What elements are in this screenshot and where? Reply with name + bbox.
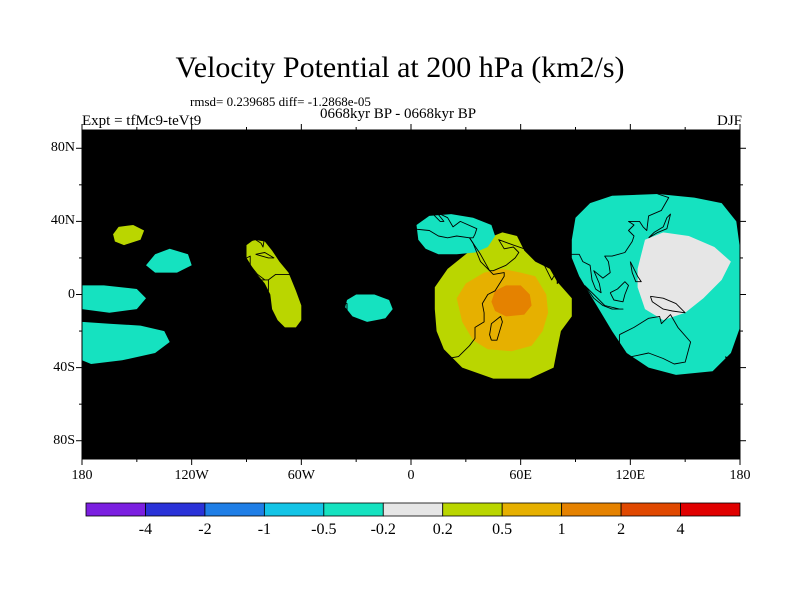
map-title: Velocity Potential at 200 hPa (km2/s) [175,51,625,84]
colorbar-label: 2 [617,521,626,538]
x-tick-label: 120E [615,468,646,483]
colorbar-label: -0.5 [311,521,337,538]
coast-new-guinea [649,295,686,314]
coast-philippines [629,261,642,283]
coast-australia [618,314,692,365]
colorbar-label: 0.2 [432,521,453,538]
colorbar-swatch [620,502,681,517]
y-tick-label: 80S [53,432,75,448]
colorbar-swatch [85,502,146,517]
x-tick-label: 180 [71,468,93,483]
colorbar-label: -0.2 [370,521,396,538]
season-label: DJF [716,113,742,129]
contour-positive-pacific [113,225,145,246]
contour-negative-equatorial-pacific [82,285,146,313]
coast-sri-lanka [556,277,560,284]
stats-line: rmsd= 0.239685 diff= -1.2868e-05 [190,94,371,109]
colorbar-label: -2 [198,521,212,538]
colorbar-swatch [680,502,741,517]
contour-negative-east-pacific [146,248,192,273]
colorbar-swatch [501,502,563,517]
colorbar-swatch [382,502,444,517]
coast-borneo [609,281,629,303]
contour-positive-americas [246,239,302,328]
coast-south-america [262,273,348,394]
coast-british-isles [399,188,414,204]
coast-japan [648,213,671,239]
x-tick-label: 60W [287,468,315,483]
period-label: 0668kyr BP - 0668kyr BP [320,106,477,122]
coast-cuba [255,252,275,259]
y-tick-label: 40N [50,213,75,229]
y-tick-label: 0 [68,286,75,302]
contour-negative-south-atlantic [345,294,393,322]
experiment-label: Expt = tfMc9-teVt9 [82,113,202,129]
colorbar [85,502,741,517]
colorbar-label: 0.5 [492,521,513,538]
colorbar-label: 1 [557,521,566,538]
colorbar-swatch [204,502,265,517]
colorbar-swatch [263,502,325,517]
y-tick-label: 40S [53,359,75,375]
coast-greenland [278,142,375,186]
colorbar-label: 4 [676,521,685,538]
coast-eurasia [394,151,740,294]
coast-indonesia [584,285,624,310]
coast-madagascar [489,315,503,341]
y-tick-label: 80N [50,140,75,156]
x-tick-label: 180 [729,468,751,483]
colorbar-swatch [145,502,206,517]
x-tick-label: 60E [509,468,532,483]
coast-antarctica [82,412,740,438]
colorbar-swatch [561,502,622,517]
coast-africa [379,228,505,359]
contour-positive-africa-max [491,285,532,317]
contour-fields [82,194,740,379]
colorbar-label: -4 [138,521,153,538]
axis-ticks [76,124,746,465]
coastlines [82,142,740,438]
colorbar-swatch [442,502,503,517]
coast-north-america [103,162,308,281]
x-tick-label: 0 [407,468,415,483]
contour-negative-mediterranean [416,214,496,255]
colorbar-swatch [323,502,384,517]
colorbar-label: -1 [257,521,272,538]
x-tick-label: 120W [174,468,209,483]
coast-new-zealand [715,356,737,380]
contour-negative-south-pacific [82,321,170,364]
